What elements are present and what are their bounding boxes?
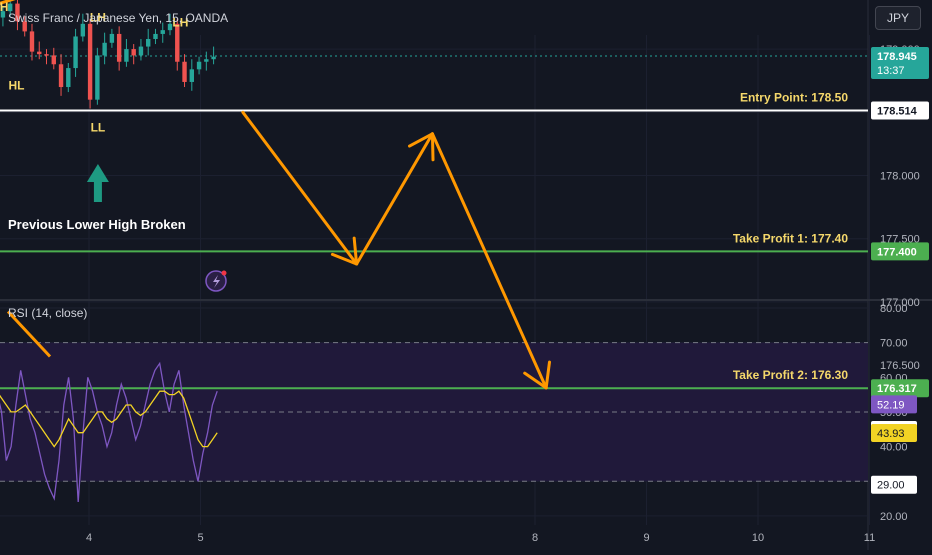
candle-body [7, 3, 13, 12]
candle-body [58, 64, 64, 88]
candle-body [95, 55, 100, 100]
candle-body [87, 23, 93, 100]
candle-body [131, 49, 136, 56]
rsi-trend-line [6, 310, 52, 358]
candle-body [138, 46, 144, 56]
rsi-axis-tag-text: 52.19 [877, 399, 905, 411]
candle-body [160, 30, 165, 34]
x-tick-label: 11 [864, 532, 875, 544]
price-tick-label: 177.000 [880, 297, 920, 309]
rsi-tick-label: 40.00 [880, 442, 908, 454]
level-annotation: Take Profit 2: 176.30 [733, 368, 848, 382]
rsi-axis-tag-text: 29.00 [877, 480, 905, 492]
previous-lower-high-note: Previous Lower High Broken [8, 217, 186, 232]
projection-arrow-head [408, 132, 434, 148]
candle-body [80, 23, 86, 37]
swing-label: HL [9, 79, 25, 93]
candle-body [15, 3, 20, 22]
up-arrow-icon [86, 164, 109, 202]
candle-body [102, 42, 107, 56]
notification-dot [221, 270, 227, 276]
x-tick-label: 5 [197, 532, 203, 544]
candle-body [196, 61, 202, 70]
level-annotation: Entry Point: 178.50 [740, 91, 848, 105]
level-annotation: Take Profit 1: 177.40 [733, 231, 848, 245]
rsi-tick-label: 70.00 [880, 338, 908, 350]
candle-body [29, 31, 35, 52]
level-axis-tag [871, 379, 929, 398]
chart-title: Swiss Franc / Japanese Yen, 15, OANDA [8, 11, 228, 25]
rsi-axis-tag [871, 423, 917, 442]
rsi-tick-label: 80.00 [880, 303, 908, 315]
rsi-axis-tag [871, 475, 917, 494]
current-price-value: 178.945 [877, 51, 917, 63]
candle-body [146, 38, 151, 47]
x-tick-label: 9 [643, 532, 649, 544]
swing-label: LL [91, 120, 106, 134]
projection-arrow-head [523, 371, 548, 390]
current-price-countdown: 13:37 [877, 65, 905, 77]
current-price-tag [871, 47, 929, 80]
candle-body [211, 56, 216, 60]
rsi-title: RSI (14, close) [8, 306, 87, 320]
candle-body [109, 33, 115, 43]
price-tick-label: 176.500 [880, 360, 920, 372]
level-axis-tag [871, 242, 929, 261]
level-axis-tag [871, 101, 929, 120]
candle-body [175, 23, 180, 62]
hh-trend-line [0, 0, 16, 5]
projection-arrow-segment [355, 132, 434, 266]
projection-arrow-segment [241, 110, 359, 266]
swing-label: HH [0, 0, 8, 14]
candle-body [0, 11, 6, 18]
projection-arrow-head [330, 252, 359, 266]
candle-body [204, 59, 209, 62]
candle-body [73, 36, 78, 69]
candle-body [66, 68, 71, 88]
x-tick-label: 4 [86, 532, 92, 544]
swing-label: HH [30, 0, 47, 2]
candle-body [124, 49, 129, 62]
x-tick-label: 10 [752, 532, 764, 544]
rsi-axis-tag-text: 43.93 [877, 428, 905, 440]
rsi-axis-tag [871, 395, 917, 414]
candle-body [116, 33, 122, 62]
projection-arrow-head [430, 132, 435, 162]
level-axis-tag-text: 176.317 [877, 383, 917, 395]
swing-label: LH [172, 15, 188, 29]
candle-body [22, 21, 27, 32]
currency-button[interactable]: JPY [875, 6, 921, 30]
x-tick-label: 8 [532, 532, 538, 544]
candle-body [51, 55, 56, 65]
candle-body [153, 33, 158, 39]
candle-body [44, 54, 49, 56]
candle-body [182, 61, 187, 82]
price-tick-label: 178.000 [880, 171, 920, 183]
lightning-bolt-icon [213, 275, 220, 288]
projection-arrow-head [544, 360, 551, 390]
swing-label: LH [90, 10, 106, 24]
level-axis-tag-text: 177.400 [877, 246, 917, 258]
rsi-ma-line [0, 390, 218, 448]
candle-body [37, 51, 42, 55]
level-axis-tag-text: 178.514 [877, 106, 918, 118]
projection-arrow-segment [430, 132, 548, 390]
candle-body [189, 69, 194, 82]
rsi-tick-label: 20.00 [880, 511, 908, 523]
candle-body [167, 23, 173, 31]
projection-arrow-head [352, 236, 359, 266]
